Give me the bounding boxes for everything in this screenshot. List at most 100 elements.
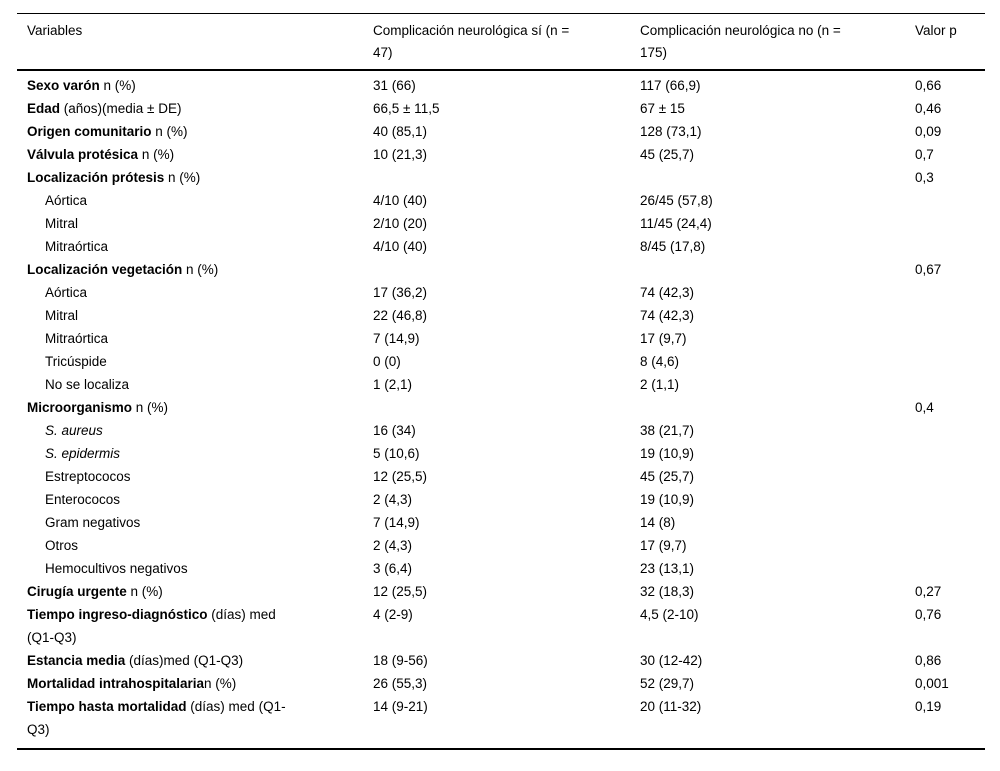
variable-cell: Localización vegetación n (%) (27, 262, 219, 277)
value-cell-complication-yes: 5 (10,6) (373, 446, 420, 461)
variable-cell: Aórtica (45, 285, 88, 300)
variable-cell: Gram negativos (45, 515, 141, 530)
table-row: Localización vegetación n (%) 0,67 (17, 258, 985, 281)
column-header-p-value: Valor p (915, 23, 957, 38)
value-cell-complication-no: 74 (42,3) (640, 308, 695, 323)
table-bottom-rule (17, 748, 985, 750)
variable-cell: Cirugía urgente n (%) (27, 584, 163, 599)
table-row: Tiempo ingreso-diagnóstico (días) med (Q… (17, 603, 985, 649)
table-row: Microorganismo n (%) 0,4 (17, 396, 985, 419)
value-cell-complication-yes: 17 (36,2) (373, 285, 428, 300)
value-cell-complication-yes: 31 (66) (373, 78, 416, 93)
p-value-cell: 0,4 (915, 400, 934, 415)
data-table: Variables Complicación neurológica sí (n… (17, 13, 985, 750)
table-top-rule (17, 13, 985, 14)
value-cell-complication-no: 117 (66,9) (640, 78, 701, 93)
value-cell-complication-yes: 4 (2-9) (373, 607, 413, 622)
value-cell-complication-no: 8/45 (17,8) (640, 239, 706, 254)
p-value-cell: 0,67 (915, 262, 942, 277)
table-row: Mitral 2/10 (20) 11/45 (24,4) (17, 212, 985, 235)
page-root: { "table": { "headers": { "variables": "… (0, 13, 1000, 771)
table-row: Válvula protésica n (%) 10 (21,3) 45 (25,7… (17, 143, 985, 166)
value-cell-complication-no: 17 (9,7) (640, 538, 687, 553)
value-cell-complication-yes: 1 (2,1) (373, 377, 413, 392)
column-header-complication-no: Complicación neurológica no (n = 175) (640, 23, 841, 60)
value-cell-complication-no: 52 (29,7) (640, 676, 695, 691)
table-row: Mitraórtica 7 (14,9) 17 (9,7) (17, 327, 985, 350)
value-cell-complication-yes: 4/10 (40) (373, 193, 428, 208)
variable-cell: Aórtica (45, 193, 88, 208)
variable-cell: Mitral (45, 308, 78, 323)
variable-cell: Otros (45, 538, 79, 553)
value-cell-complication-no: 20 (11-32) (640, 699, 702, 714)
value-cell-complication-no: 45 (25,7) (640, 469, 695, 484)
p-value-cell: 0,7 (915, 147, 934, 162)
value-cell-complication-yes: 12 (25,5) (373, 584, 428, 599)
table-row: Otros 2 (4,3) 17 (9,7) (17, 534, 985, 557)
variable-cell: No se localiza (45, 377, 130, 392)
variable-cell: Estreptococos (45, 469, 131, 484)
p-value-cell: 0,76 (915, 607, 942, 622)
table-row: Aórtica 4/10 (40) 26/45 (57,8) (17, 189, 985, 212)
value-cell-complication-yes: 12 (25,5) (373, 469, 428, 484)
value-cell-complication-no: 38 (21,7) (640, 423, 695, 438)
table-row: Hemocultivos negativos 3 (6,4) 23 (13,1) (17, 557, 985, 580)
variable-cell: Localización prótesis n (%) (27, 170, 201, 185)
table-row: Origen comunitario n (%) 40 (85,1) 128 (73… (17, 120, 985, 143)
column-header-complication-yes: Complicación neurológica sí (n = 47) (373, 23, 570, 60)
table-row: Tricúspide 0 (0) 8 (4,6) (17, 350, 985, 373)
value-cell-complication-no: 14 (8) (640, 515, 676, 530)
variable-cell: Mortalidad intrahospitalarian (%) (27, 676, 237, 691)
value-cell-complication-no: 30 (12-42) (640, 653, 703, 668)
value-cell-complication-no: 74 (42,3) (640, 285, 695, 300)
value-cell-complication-no: 45 (25,7) (640, 147, 695, 162)
table-row: S. aureus 16 (34) 38 (21,7) (17, 419, 985, 442)
variable-cell: S. aureus (45, 423, 103, 438)
value-cell-complication-yes: 40 (85,1) (373, 124, 428, 139)
value-cell-complication-yes: 7 (14,9) (373, 331, 420, 346)
p-value-cell: 0,3 (915, 170, 934, 185)
variable-cell: Estancia media (días)med (Q1-Q3) (27, 653, 244, 668)
table-header-rule (17, 69, 985, 71)
variable-cell: Tiempo hasta mortalidad (días) med (Q1- … (27, 699, 286, 737)
value-cell-complication-yes: 0 (0) (373, 354, 401, 369)
variable-cell: Enterococos (45, 492, 121, 507)
variable-cell: Hemocultivos negativos (45, 561, 188, 576)
table-row: Edad (años)(media ± DE) 66,5 ± 11,5 67 ± 1… (17, 97, 985, 120)
variable-cell: Tiempo ingreso-diagnóstico (días) med (Q… (27, 607, 276, 645)
variable-cell: S. epidermis (45, 446, 121, 461)
table-body: Sexo varón n (%) 31 (66) 117 (66,9) 0,66 Eda… (17, 71, 985, 748)
value-cell-complication-no: 19 (10,9) (640, 492, 695, 507)
variable-cell: Válvula protésica n (%) (27, 147, 175, 162)
value-cell-complication-no: 17 (9,7) (640, 331, 687, 346)
p-value-cell: 0,46 (915, 101, 942, 116)
table-row: Mitraórtica 4/10 (40) 8/45 (17,8) (17, 235, 985, 258)
p-value-cell: 0,27 (915, 584, 942, 599)
variable-cell: Mitraórtica (45, 331, 109, 346)
value-cell-complication-yes: 7 (14,9) (373, 515, 420, 530)
value-cell-complication-yes: 26 (55,3) (373, 676, 428, 691)
table-row: Estancia media (días)med (Q1-Q3) 18 (9-56… (17, 649, 985, 672)
value-cell-complication-no: 19 (10,9) (640, 446, 695, 461)
value-cell-complication-yes: 18 (9-56) (373, 653, 428, 668)
variable-cell: Sexo varón n (%) (27, 78, 136, 93)
table-header-row: Variables Complicación neurológica sí (n… (17, 14, 985, 69)
table-row: S. epidermis 5 (10,6) 19 (10,9) (17, 442, 985, 465)
table-row: No se localiza 1 (2,1) 2 (1,1) (17, 373, 985, 396)
value-cell-complication-yes: 4/10 (40) (373, 239, 428, 254)
variable-cell: Edad (años)(media ± DE) (27, 101, 182, 116)
variable-cell: Microorganismo n (%) (27, 400, 169, 415)
table-row: Gram negativos 7 (14,9) 14 (8) (17, 511, 985, 534)
value-cell-complication-no: 32 (18,3) (640, 584, 695, 599)
variable-cell: Mitral (45, 216, 78, 231)
p-value-cell: 0,86 (915, 653, 942, 668)
table-row: Sexo varón n (%) 31 (66) 117 (66,9) 0,66 (17, 74, 985, 97)
column-header-variables: Variables (27, 23, 83, 38)
table-row: Enterococos 2 (4,3) 19 (10,9) (17, 488, 985, 511)
value-cell-complication-no: 128 (73,1) (640, 124, 702, 139)
variable-cell: Tricúspide (45, 354, 107, 369)
value-cell-complication-no: 26/45 (57,8) (640, 193, 713, 208)
value-cell-complication-yes: 3 (6,4) (373, 561, 413, 576)
value-cell-complication-no: 4,5 (2-10) (640, 607, 699, 622)
value-cell-complication-yes: 16 (34) (373, 423, 416, 438)
